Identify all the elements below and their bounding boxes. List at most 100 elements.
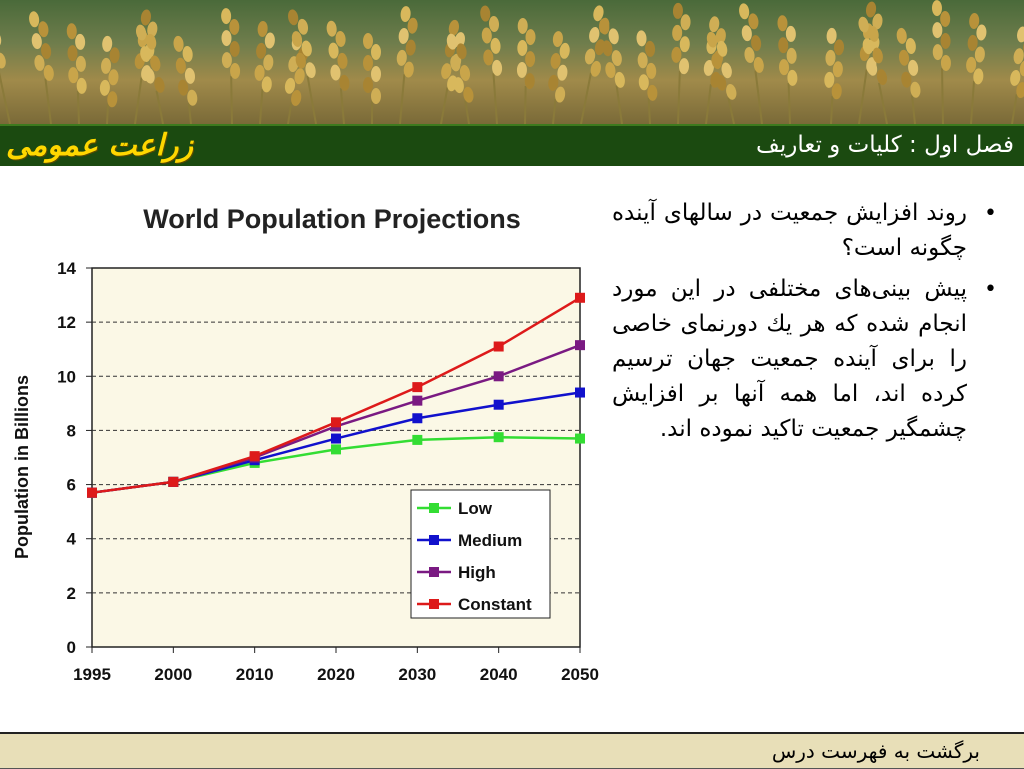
wheat-grain: [76, 77, 87, 94]
wheat-stem: [580, 72, 592, 124]
data-point-high: [493, 371, 504, 382]
wheat-stem: [830, 95, 834, 124]
wheat-grain: [679, 58, 690, 75]
y-tick-label: 2: [67, 584, 76, 603]
data-point-constant: [331, 417, 341, 428]
wheat-grain: [608, 28, 619, 45]
wheat-grain: [67, 45, 78, 62]
wheat-grain: [448, 19, 460, 36]
wheat-grain: [858, 16, 869, 33]
x-tick-label: 2040: [480, 665, 518, 684]
wheat-grain: [516, 61, 527, 78]
wheat-grain: [716, 40, 728, 57]
wheat-grain: [371, 88, 381, 104]
wheat-grain: [967, 34, 978, 51]
x-tick-label: 2020: [317, 665, 355, 684]
data-point-constant: [493, 341, 504, 352]
wheat-grain: [184, 67, 196, 84]
wheat-grain: [753, 56, 764, 73]
wheat-grain: [751, 35, 762, 52]
wheat-grain: [400, 6, 411, 23]
wheat-stem: [615, 85, 623, 124]
wheat-grain: [898, 49, 910, 66]
wheat-grain: [966, 56, 977, 73]
wheat-grain: [826, 27, 837, 44]
wheat-grain: [517, 17, 528, 34]
data-point-low: [331, 444, 341, 455]
wheat-stem: [941, 67, 944, 124]
wheat-stem: [910, 95, 916, 124]
wheat-stalk: [931, 0, 951, 124]
bullet-list: • روند افزايش جمعيت در سالهای آينده چگون…: [612, 196, 997, 453]
y-tick-label: 6: [67, 476, 76, 495]
wheat-stalk: [446, 33, 474, 124]
wheat-grain: [173, 35, 184, 52]
wheat-grain: [825, 49, 836, 66]
wheat-grain: [288, 9, 299, 26]
wheat-grain: [940, 10, 951, 27]
wheat-grain: [187, 89, 198, 106]
wheat-grain: [75, 55, 86, 72]
wheat-stalk: [706, 31, 737, 124]
back-to-contents-link[interactable]: برگشت به فهرست درس: [771, 739, 980, 763]
chart-legend: Low Medium High Constant: [410, 489, 551, 619]
wheat-grain: [748, 13, 759, 30]
wheat-grain: [480, 5, 491, 22]
wheat-grain: [638, 74, 649, 91]
bullet-item: • پيش بينی‌های مختلفی در اين مورد انجام …: [612, 272, 997, 447]
data-point-high: [412, 395, 423, 406]
wheat-grain: [932, 44, 943, 61]
wheat-grain: [407, 17, 418, 34]
wheat-grain: [221, 8, 232, 25]
wheat-grain: [221, 52, 232, 69]
wheat-grain: [396, 49, 407, 66]
wheat-stalk: [858, 16, 888, 124]
data-point-high: [575, 340, 585, 351]
data-point-low: [575, 433, 585, 444]
data-point-constant: [412, 382, 423, 393]
wheat-stem: [0, 66, 11, 124]
legend-label-high: High: [458, 563, 496, 582]
y-tick-label: 4: [67, 530, 77, 549]
wheat-grain: [602, 40, 613, 57]
wheat-stalk: [288, 9, 317, 124]
wheat-grain: [488, 15, 500, 32]
wheat-grain: [102, 35, 113, 52]
wheat-grain: [584, 48, 596, 65]
wheat-grain: [645, 40, 656, 57]
wheat-grain: [305, 62, 316, 79]
wheat-grain: [1013, 48, 1024, 65]
x-tick-label: 2000: [154, 665, 192, 684]
wheat-grain: [834, 39, 845, 56]
wheat-grain: [295, 52, 306, 69]
wheat-grain: [525, 29, 536, 46]
wheat-stalk: [966, 12, 987, 124]
data-point-medium: [493, 399, 504, 410]
axis-layer: 0 2 4 6 8 10 12 14 1995 2000 2010 2020 2030 2040 2050: [57, 259, 599, 684]
wheat-stalk: [671, 2, 691, 124]
wheat-grain: [726, 83, 737, 100]
wheat-grain: [328, 42, 339, 59]
data-point-low: [412, 434, 423, 445]
wheat-stalk: [66, 23, 87, 124]
legend-marker-low: [429, 503, 439, 513]
data-point-medium: [331, 433, 341, 444]
title-bar: زراعت عمومی فصل اول : كليات و تعاريف: [0, 124, 1024, 166]
x-tick-label: 2010: [236, 665, 274, 684]
wheat-grain: [706, 31, 718, 48]
wheat-grain: [548, 74, 559, 91]
wheat-grain: [744, 47, 755, 63]
wheat-grain: [337, 52, 348, 69]
wheat-grain: [291, 31, 303, 47]
wheat-grain: [969, 12, 980, 29]
wheat-grain: [363, 55, 373, 71]
y-tick-label: 0: [67, 638, 76, 657]
series-layer: [87, 292, 585, 498]
wheat-grain: [335, 30, 346, 47]
wheat-grain: [590, 60, 601, 77]
wheat-grain: [671, 46, 682, 63]
wheat-stalk: [636, 30, 658, 124]
wheat-grain: [0, 52, 6, 69]
bullet-icon: •: [984, 201, 997, 226]
wheat-grain: [31, 33, 42, 50]
